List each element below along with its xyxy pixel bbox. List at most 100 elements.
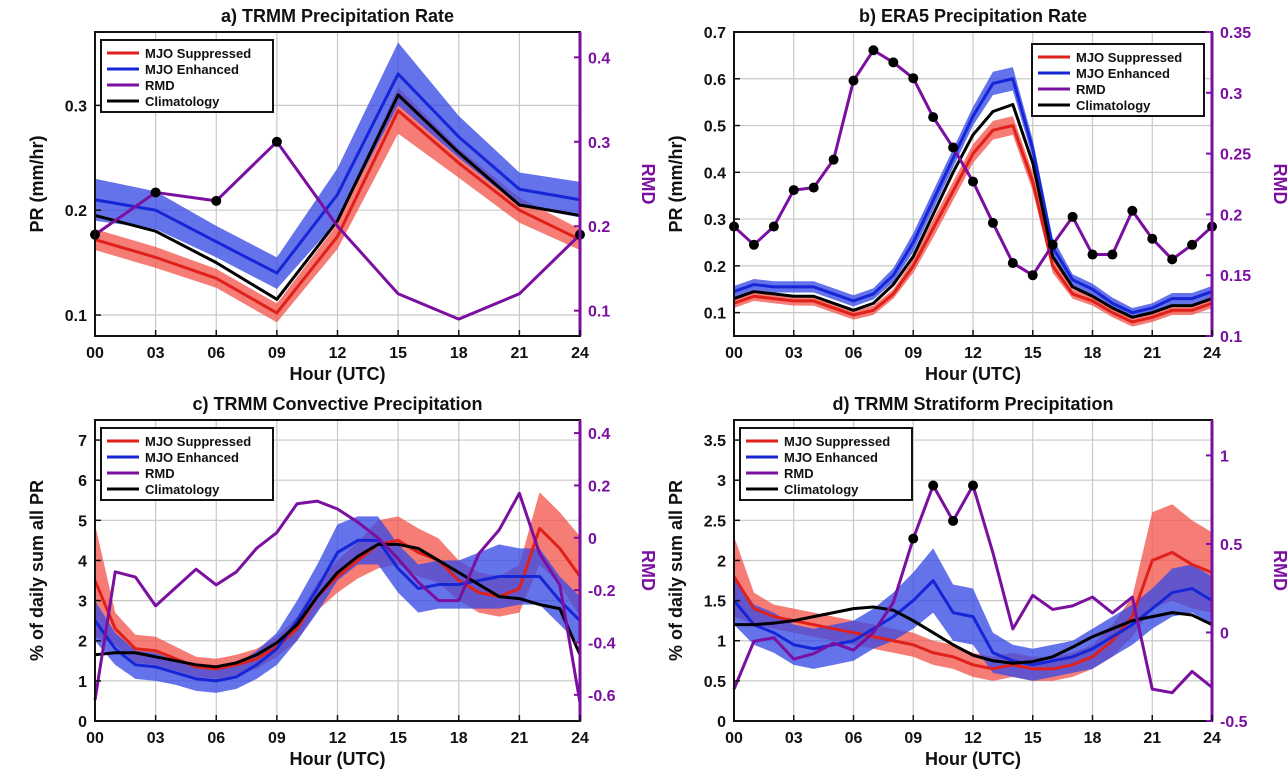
y-tick-label: 0.1 [704,306,726,323]
enhanced-uncertainty-band [95,516,580,693]
x-tick-label: 18 [1084,730,1102,747]
rmd-marker [271,136,282,147]
y-tick-label: 0.7 [704,25,726,42]
x-tick-label: 03 [785,730,803,747]
right-axis-label: RMD [638,550,658,591]
y-tick-label: 0.2 [65,203,87,220]
y-tick-label: 0.6 [704,72,726,89]
rmd-marker [1147,233,1158,244]
x-tick-label: 06 [207,730,225,747]
rmd-line [93,491,582,703]
rmd-marker [968,176,978,187]
legend-label: MJO Suppressed [784,434,890,449]
y-tick-label: 0.4 [704,165,726,182]
x-tick-label: 06 [845,345,863,362]
x-tick-label: 21 [510,345,528,362]
right-tick-label: 0.5 [1220,537,1242,554]
rmd-marker [1087,249,1098,260]
rmd-marker [848,75,859,86]
right-tick-label: 0.15 [1220,268,1251,285]
legend-label: MJO Enhanced [145,450,239,465]
rmd-marker [928,112,939,123]
legend-label: MJO Suppressed [145,434,251,449]
rmd-marker [987,217,998,228]
y-tick-label: 4 [78,553,87,570]
enhanced-uncertainty-band [95,42,580,289]
y-tick-label: 3.5 [704,433,726,450]
rmd-marker [948,142,959,153]
rmd-line [94,140,582,321]
enhanced-line [732,579,1213,667]
legend-label: RMD [145,466,175,481]
x-tick-label: 12 [964,345,982,362]
y-tick-label: 6 [78,473,87,490]
x-tick-label: 12 [329,345,347,362]
y-tick-label: 1.5 [704,594,726,611]
y-tick-label: 0.3 [704,212,726,229]
right-tick-label: 0 [1220,625,1229,642]
right-tick-label: -0.5 [1220,714,1248,731]
panel-c: 00 03 06 09 12 15 18 21 2401234567-0.6-0.4-0.200… [27,394,658,769]
enhanced-line [93,538,582,683]
climatology-line [733,102,1213,319]
x-tick-label: 24 [571,730,589,747]
x-tick-label: 03 [147,730,165,747]
x-tick-label: 21 [510,730,528,747]
y-tick-label: 0 [717,714,726,731]
rmd-marker [968,480,978,491]
right-tick-label: 0.4 [588,426,610,443]
x-axis-label: Hour (UTC) [290,364,386,384]
y-tick-label: 0.5 [704,674,726,691]
x-tick-label: 24 [571,345,589,362]
x-axis-label: Hour (UTC) [925,364,1021,384]
right-tick-label: 0.3 [1220,86,1242,103]
y-tick-label: 2.5 [704,513,726,530]
x-tick-label: 15 [389,345,407,362]
x-tick-label: 12 [964,730,982,747]
right-axis-label: RMD [1270,164,1287,205]
chart-title: b) ERA5 Precipitation Rate [859,6,1087,26]
x-tick-label: 24 [1203,345,1221,362]
x-tick-label: 15 [389,730,407,747]
x-tick-label: 09 [904,345,922,362]
rmd-marker [828,154,839,165]
rmd-marker [908,533,919,544]
y-axis-label: % of daily sum all PR [27,480,47,661]
legend-label: Climatology [145,94,220,109]
rmd-marker [150,187,161,198]
y-tick-label: 1 [78,674,87,691]
rmd-marker [748,239,759,250]
rmd-marker [1187,239,1198,250]
x-axis-label: Hour (UTC) [925,749,1021,769]
rmd-marker [1067,211,1078,222]
x-axis-label: Hour (UTC) [290,749,386,769]
right-tick-label: 0.1 [588,304,610,321]
rmd-marker [211,195,222,206]
right-tick-label: 0.2 [1220,207,1242,224]
right-tick-label: 1 [1220,448,1229,465]
x-tick-label: 18 [450,345,468,362]
x-tick-label: 06 [207,345,225,362]
y-tick-label: 0.5 [704,119,726,136]
right-tick-label: 0.2 [588,219,610,236]
panel-b: 00 03 06 09 12 15 18 21 240.10.20.30.40.50.60.70… [666,6,1287,384]
x-tick-label: 09 [268,345,286,362]
chart-title: a) TRMM Precipitation Rate [221,6,454,26]
y-tick-label: 5 [78,513,87,530]
rmd-marker [928,480,939,491]
x-tick-label: 12 [329,730,347,747]
right-tick-label: 0.1 [1220,329,1242,346]
suppressed-line [94,109,581,315]
legend-label: Climatology [784,482,859,497]
rmd-marker [1107,249,1118,260]
right-tick-label: -0.2 [588,583,616,600]
legend-label: MJO Suppressed [145,46,251,61]
right-axis-label: RMD [1270,550,1287,591]
right-tick-label: 0.3 [588,135,610,152]
y-axis-label: PR (mm/hr) [666,135,686,232]
rmd-marker [788,185,799,196]
x-tick-label: 18 [450,730,468,747]
legend-label: MJO Enhanced [145,62,239,77]
legend-label: MJO Suppressed [1076,50,1182,65]
